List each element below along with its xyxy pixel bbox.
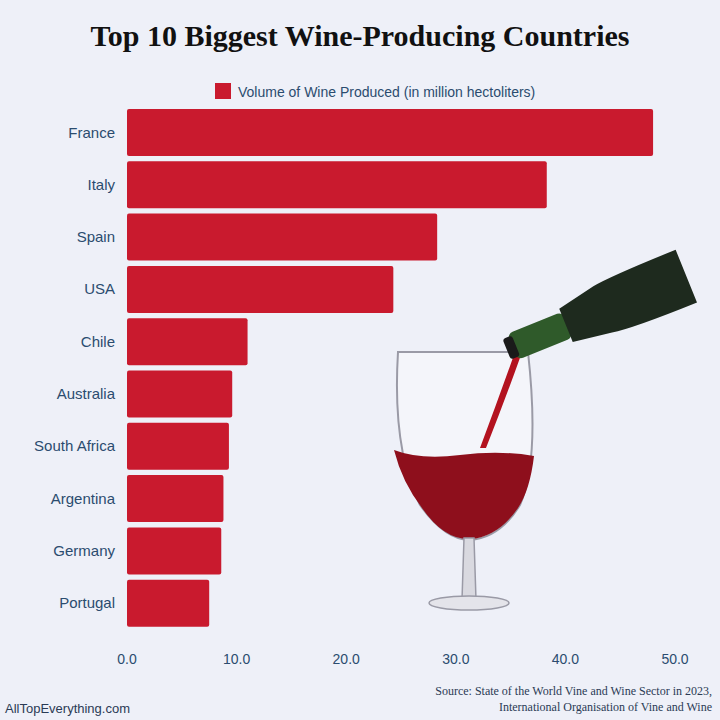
- legend-label: Volume of Wine Produced (in million hect…: [238, 84, 535, 100]
- bar: [127, 109, 653, 156]
- bar: [127, 527, 221, 574]
- decoration: [394, 250, 697, 610]
- legend-swatch: [215, 83, 231, 99]
- source: International Organisation of Vine and W…: [499, 700, 712, 714]
- tick-label: 10.0: [223, 651, 250, 667]
- bar: [127, 475, 223, 522]
- glass-stem: [462, 538, 476, 600]
- pour: [480, 352, 521, 448]
- bar: [127, 266, 393, 313]
- bar: [127, 580, 209, 627]
- bar: [127, 423, 229, 470]
- glass-wine: [394, 450, 534, 539]
- tick-label: 20.0: [333, 651, 360, 667]
- bottle-lip: [503, 335, 521, 359]
- legend: Volume of Wine Produced (in million hect…: [215, 83, 535, 100]
- category-label: France: [68, 124, 115, 141]
- category-label: Portugal: [59, 594, 115, 611]
- category-label: Chile: [81, 333, 115, 350]
- background: [0, 0, 720, 720]
- bottle: [496, 250, 697, 376]
- tick-label: 40.0: [552, 651, 579, 667]
- tick-label: 50.0: [661, 651, 688, 667]
- glass-base: [429, 596, 509, 610]
- bar: [127, 214, 437, 261]
- bar: [127, 161, 547, 208]
- source: Source: State of the World Vine and Wine…: [435, 684, 712, 698]
- category-label: Spain: [77, 228, 115, 245]
- tick-label: 0.0: [117, 651, 137, 667]
- credit: AllTopEverything.com: [5, 701, 130, 716]
- tick-label: 30.0: [442, 651, 469, 667]
- bar: [127, 371, 232, 418]
- title: Top 10 Biggest Wine-Producing Countries: [91, 19, 630, 52]
- category-label: USA: [84, 280, 115, 297]
- category-label: Argentina: [51, 490, 116, 507]
- bars: [127, 109, 653, 627]
- category-label: Germany: [53, 542, 115, 559]
- bar: [127, 318, 248, 365]
- category-label: South Africa: [34, 437, 116, 454]
- category-label: Italy: [87, 176, 115, 193]
- category-label: Australia: [57, 385, 116, 402]
- bottle-body: [555, 250, 697, 352]
